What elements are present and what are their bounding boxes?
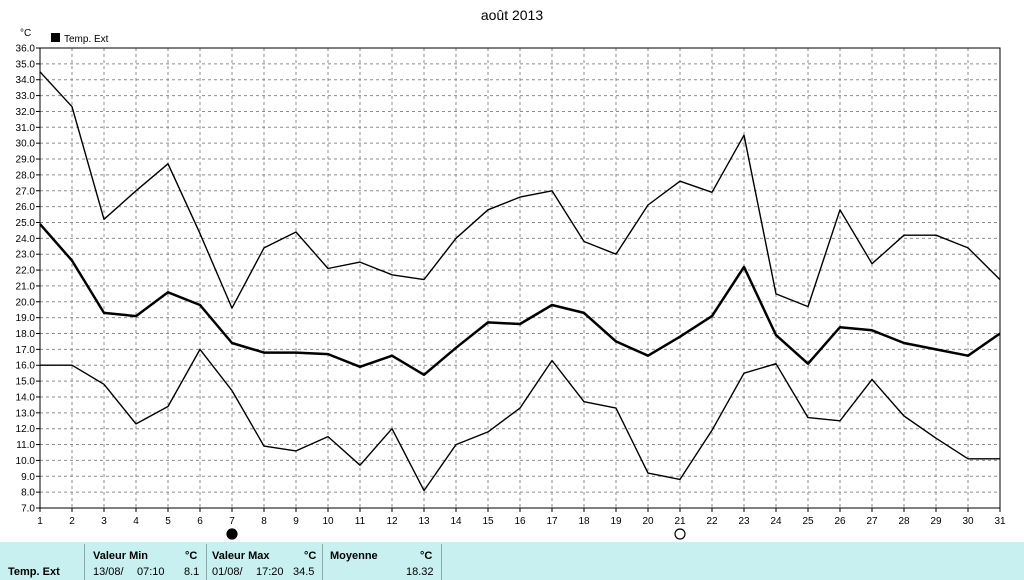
y-tick-label: 21.0 <box>16 281 36 292</box>
y-tick-label: 17.0 <box>16 345 36 356</box>
y-tick-label: 7.0 <box>21 504 35 515</box>
x-tick-label: 16 <box>514 516 526 527</box>
mean-unit: °C <box>420 550 433 562</box>
moon-phases <box>226 528 686 540</box>
y-tick-label: 35.0 <box>16 59 36 70</box>
series-mean-line <box>39 223 1001 377</box>
stats-row-label: Temp. Ext <box>8 566 60 578</box>
x-tick-label: 2 <box>69 516 75 527</box>
new-moon-icon <box>226 528 238 540</box>
min-time: 07:10 <box>137 566 165 578</box>
y-tick-label: 36.0 <box>16 44 36 55</box>
y-tick-label: 19.0 <box>16 313 36 324</box>
x-tick-label: 8 <box>261 516 267 527</box>
max-unit: °C <box>304 550 317 562</box>
x-tick-label: 1 <box>37 516 43 527</box>
x-tick-label: 27 <box>866 516 878 527</box>
x-tick-label: 15 <box>482 516 494 527</box>
mean-value: 18.32 <box>406 566 434 578</box>
max-time: 17:20 <box>256 566 284 578</box>
y-tick-label: 31.0 <box>16 123 36 134</box>
y-tick-label: 10.0 <box>16 456 36 467</box>
x-tick-label: 6 <box>197 516 203 527</box>
x-tick-label: 22 <box>706 516 718 527</box>
y-tick-label: 30.0 <box>16 139 36 150</box>
stats-divider <box>84 544 85 580</box>
y-tick-label: 34.0 <box>16 75 36 86</box>
stats-panel: Temp. Ext Valeur Min °C 13/08/ 07:10 8.1… <box>0 542 1024 580</box>
x-tick-label: 30 <box>962 516 974 527</box>
y-tick-label: 12.0 <box>16 424 36 435</box>
y-tick-label: 11.0 <box>16 440 35 451</box>
min-unit: °C <box>185 550 198 562</box>
x-tick-label: 20 <box>642 516 654 527</box>
x-tick-label: 18 <box>578 516 590 527</box>
x-tick-label: 10 <box>322 516 334 527</box>
stats-divider <box>441 544 442 580</box>
y-tick-label: 8.0 <box>21 488 35 499</box>
x-tick-label: 21 <box>674 516 686 527</box>
x-tick-label: 11 <box>355 516 366 527</box>
x-tick-label: 23 <box>738 516 750 527</box>
x-tick-label: 19 <box>610 516 622 527</box>
y-tick-label: 18.0 <box>16 329 36 340</box>
y-tick-label: 23.0 <box>16 250 36 261</box>
chart-grid <box>39 47 1001 509</box>
y-tick-label: 29.0 <box>16 155 36 166</box>
min-value: 8.1 <box>184 566 200 578</box>
x-tick-label: 24 <box>770 516 782 527</box>
plot-frame <box>39 47 1001 509</box>
x-tick-label: 14 <box>450 516 462 527</box>
x-tick-label: 31 <box>994 516 1006 527</box>
chart-series <box>39 71 1001 492</box>
x-tick-label: 5 <box>165 516 171 527</box>
y-tick-label: 22.0 <box>16 266 36 277</box>
y-axis-unit: °C <box>20 28 31 39</box>
y-tick-label: 13.0 <box>16 408 36 419</box>
max-header: Valeur Max <box>212 550 270 562</box>
full-moon-icon <box>674 528 686 540</box>
max-value: 34.5 <box>293 566 315 578</box>
y-tick-label: 15.0 <box>16 377 36 388</box>
legend-swatch <box>51 33 60 42</box>
y-tick-label: 20.0 <box>16 297 36 308</box>
x-tick-label: 12 <box>386 516 398 527</box>
x-tick-label: 13 <box>418 516 430 527</box>
stats-divider <box>322 544 323 580</box>
y-tick-label: 27.0 <box>16 186 36 197</box>
y-tick-label: 25.0 <box>16 218 36 229</box>
mean-header: Moyenne <box>330 550 378 562</box>
y-tick-label: 28.0 <box>16 170 36 181</box>
y-axis-ticks: 7.0 8.0 9.0 10.0 11.0 12.0 13.0 14.0 15.0 16.0 17.… <box>16 44 40 515</box>
temperature-chart: août 2013 °C Temp. Ext 7.0 8.0 9.0 10.0 11.0… <box>16 7 1006 540</box>
x-tick-label: 26 <box>834 516 846 527</box>
y-tick-label: 9.0 <box>21 472 35 483</box>
x-axis-ticks: 1 2 3 4 5 6 7 8 9 10 11 12 13 14 15 16 17 18 19 20 21 22 23 24 2… <box>37 508 1006 527</box>
max-date: 01/08/ <box>212 566 243 578</box>
x-tick-label: 17 <box>546 516 558 527</box>
x-tick-label: 3 <box>101 516 107 527</box>
x-tick-label: 4 <box>133 516 139 527</box>
series-max-line <box>39 71 1001 309</box>
x-tick-label: 28 <box>898 516 910 527</box>
y-tick-label: 14.0 <box>16 392 36 403</box>
stats-divider <box>206 544 207 580</box>
y-tick-label: 24.0 <box>16 234 36 245</box>
min-header: Valeur Min <box>93 550 149 562</box>
x-tick-label: 9 <box>293 516 299 527</box>
min-date: 13/08/ <box>93 566 124 578</box>
y-tick-label: 16.0 <box>16 361 36 372</box>
legend-label: Temp. Ext <box>64 34 109 45</box>
y-tick-label: 33.0 <box>16 91 36 102</box>
series-min-line <box>40 348 1000 492</box>
chart-title: août 2013 <box>481 7 543 23</box>
x-tick-label: 7 <box>229 516 235 527</box>
x-tick-label: 29 <box>930 516 942 527</box>
y-tick-label: 26.0 <box>16 202 36 213</box>
y-tick-label: 32.0 <box>16 107 36 118</box>
x-tick-label: 25 <box>802 516 814 527</box>
